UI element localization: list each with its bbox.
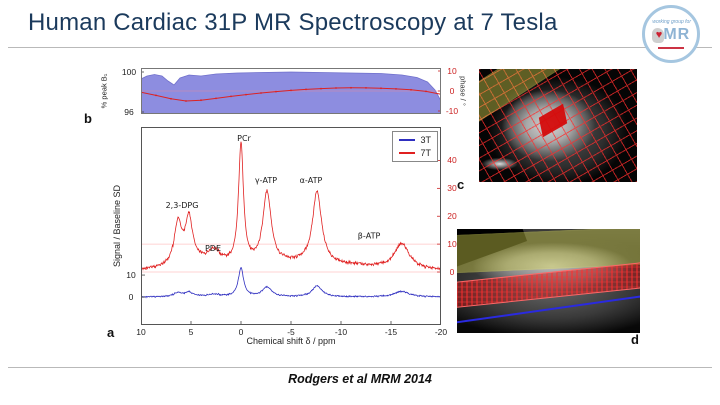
logo-letters-row: ♥ MR	[651, 25, 691, 45]
spectrum-3T	[141, 267, 441, 299]
panel-label-b: b	[84, 111, 92, 126]
tick-label: -15	[384, 326, 398, 337]
tick-label: -20	[434, 326, 448, 337]
tick-label: 0	[238, 326, 244, 337]
phase-marker	[185, 100, 187, 102]
tick-label: 10	[447, 65, 457, 76]
page-title: Human Cardiac 31P MR Spectroscopy at 7 T…	[28, 9, 558, 36]
legend-line-sample	[399, 139, 416, 141]
phase-marker	[155, 94, 157, 97]
tick-label: 10	[447, 238, 457, 249]
peak-label: 2,3-DPG	[166, 201, 199, 210]
peak-label: PCr	[237, 134, 251, 143]
phase-marker	[350, 86, 352, 89]
peak-label: α-ATP	[300, 176, 323, 185]
phase-marker	[365, 87, 367, 89]
spectra-plot: 2,3-DPG PDE PCr γ-ATP α-ATP β-ATP 3T 7T	[141, 127, 441, 325]
legend-item-7t: 7T	[399, 148, 431, 158]
b1-area	[141, 71, 441, 114]
a-y-axis-label: Signal / Baseline SD	[112, 184, 122, 268]
peak-label: β-ATP	[358, 232, 381, 241]
tick-label: 10	[136, 326, 146, 337]
phase-marker	[245, 93, 247, 96]
phase-marker	[425, 90, 427, 93]
b-right-axis-label: phase / °	[458, 76, 468, 106]
tick-label: -10	[445, 105, 459, 116]
citation-text: Rodgers et al MRM 2014	[288, 372, 432, 386]
phase-marker	[230, 95, 232, 98]
title-divider	[8, 47, 712, 48]
phase-marker	[260, 92, 262, 94]
phase-marker	[170, 97, 172, 100]
tick-label: 5	[188, 326, 194, 337]
tick-label: 10	[126, 269, 136, 280]
tick-label: 30	[447, 183, 457, 194]
phase-marker	[275, 90, 277, 93]
spectra-canvas: 2,3-DPG PDE PCr γ-ATP α-ATP β-ATP	[141, 127, 441, 325]
tick-label: 100	[121, 66, 137, 77]
legend-label: 3T	[420, 135, 431, 145]
phase-marker	[215, 97, 217, 100]
b-left-axis-label: % peak B₁	[99, 73, 109, 109]
tick-label: 40	[447, 155, 457, 166]
spectrum-7T	[141, 141, 441, 272]
phase-marker	[410, 88, 412, 91]
logo-fine-print	[658, 47, 684, 49]
legend-label: 7T	[420, 148, 431, 158]
b1-profile-plot	[141, 68, 441, 114]
phase-marker	[200, 99, 202, 102]
b1-profile-canvas	[141, 68, 441, 114]
cardiac-short-axis-image	[479, 69, 637, 182]
peak-label: γ-ATP	[255, 176, 277, 185]
phase-marker	[380, 87, 382, 90]
panel-label-d: d	[631, 332, 639, 347]
legend: 3T 7T	[392, 131, 438, 162]
phase-marker	[395, 88, 397, 90]
tick-label: 0	[449, 266, 455, 277]
peak-label: PDE	[205, 244, 221, 253]
logo-letters: MR	[663, 26, 691, 43]
panel-label-a: a	[107, 325, 115, 340]
head-profile-icon	[651, 27, 664, 43]
tick-label: 0	[128, 291, 134, 302]
legend-item-3t: 3T	[399, 135, 431, 145]
tick-label: 96	[124, 106, 134, 117]
tick-label: -5	[287, 326, 295, 337]
phase-marker	[335, 87, 337, 89]
heart-icon: ♥	[655, 28, 663, 41]
a-x-axis-label: Chemical shift δ / ppm	[246, 336, 336, 346]
tick-label: -10	[334, 326, 348, 337]
panel-label-c: c	[457, 177, 465, 192]
phase-marker	[290, 89, 292, 92]
legend-line-sample	[399, 152, 416, 154]
tick-label: 20	[447, 210, 457, 221]
tick-label: 0	[449, 85, 455, 96]
logo-tagline: working group for	[652, 19, 691, 25]
phase-marker	[320, 87, 322, 90]
logo-circle: working group for ♥ MR	[642, 5, 700, 63]
footer-divider	[8, 367, 712, 368]
cmr-logo: working group for ♥ MR	[642, 5, 700, 63]
cardiac-long-axis-image	[457, 229, 640, 333]
phase-marker	[305, 88, 307, 91]
